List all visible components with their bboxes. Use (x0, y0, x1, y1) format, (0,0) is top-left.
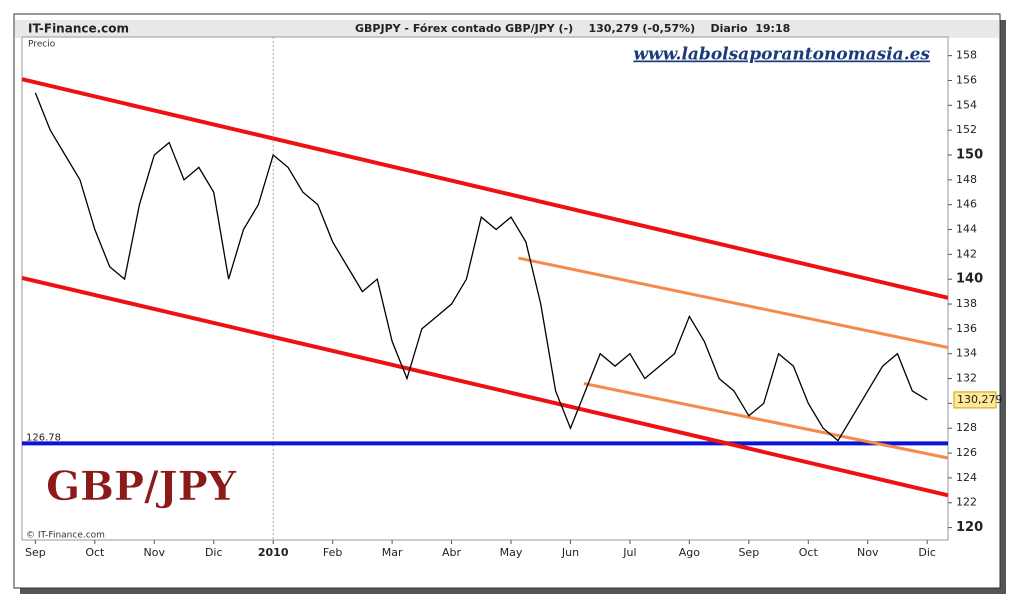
y-label: Precio (28, 40, 56, 50)
x-tick-label: Dic (918, 546, 936, 559)
plot-area (21, 36, 949, 541)
x-tick-label: Oct (85, 546, 105, 559)
x-tick-label: Sep (738, 546, 759, 559)
trend-line (583, 382, 949, 460)
x-tick-label: Nov (144, 546, 166, 559)
source: IT-Finance.com (28, 22, 129, 36)
y-tick-label: 134 (956, 347, 977, 360)
y-tick-label: 126 (956, 446, 977, 459)
y-tick-label: 150 (956, 147, 983, 162)
trend-line (21, 77, 949, 300)
annotation: GBP/JPY (46, 463, 237, 510)
x-tick-label: May (500, 546, 523, 559)
y-tick-label: 152 (956, 123, 977, 136)
x-tick-label: 2010 (258, 546, 289, 559)
price-line (34, 92, 928, 442)
x-tick-label: Jun (561, 546, 579, 559)
x-tick-label: Jul (622, 546, 636, 559)
x-tick-label: Nov (857, 546, 879, 559)
x-tick-label: Ago (679, 546, 701, 559)
y-tick-label: 136 (956, 322, 977, 335)
price-box (953, 391, 997, 409)
support-label: 126.78 (26, 432, 61, 443)
x-tick-label: Sep (25, 546, 46, 559)
y-tick-label: 132 (956, 372, 977, 385)
copyright: © IT-Finance.com (26, 531, 105, 541)
y-tick-label: 140 (956, 272, 983, 287)
x-tick-label: Feb (323, 546, 342, 559)
x-tick-label: Dic (205, 546, 223, 559)
header-bar (15, 20, 999, 38)
plot-layer: 1201221241261281301321341361381401421441… (21, 37, 1003, 559)
watermark: www.labolsaporantonomasia.es (633, 45, 930, 65)
y-tick-label: 144 (956, 223, 977, 236)
y-tick-label: 122 (956, 496, 977, 509)
y-tick-label: 138 (956, 297, 977, 310)
x-tick-label: Abr (442, 546, 462, 559)
y-tick-label: 148 (956, 173, 977, 186)
y-tick-label: 120 (956, 520, 983, 535)
y-tick-label: 146 (956, 198, 977, 211)
y-tick-label: 128 (956, 421, 977, 434)
y-tick-label: 158 (956, 49, 977, 62)
y-tick-label: 156 (956, 73, 977, 86)
trend-line (518, 256, 949, 349)
price-label: 130,279 (957, 393, 1003, 406)
x-tick-label: Oct (799, 546, 819, 559)
trend-line (21, 275, 949, 498)
x-tick-label: Mar (382, 546, 403, 559)
y-tick-label: 142 (956, 247, 977, 260)
chart-title: GBPJPY - Fórex contado GBP/JPY (-) 130,2… (355, 22, 790, 35)
y-tick-label: 124 (956, 471, 977, 484)
y-tick-label: 154 (956, 98, 977, 111)
